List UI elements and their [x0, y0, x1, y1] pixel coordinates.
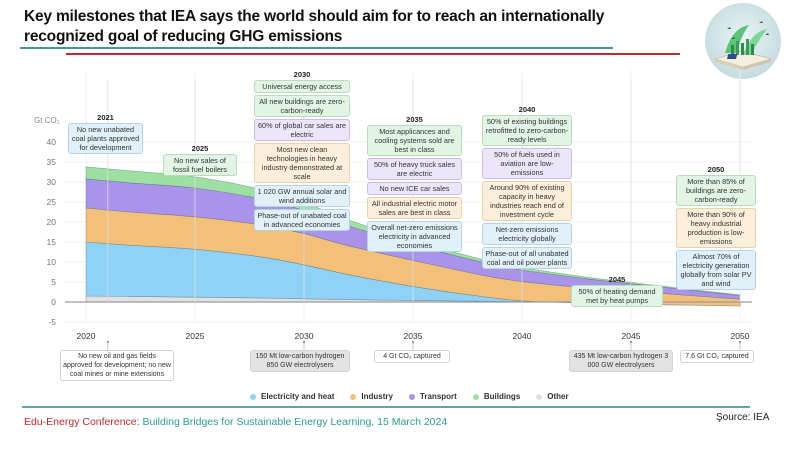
conference-logo — [705, 3, 781, 79]
x-tick-label: 2035 — [404, 331, 423, 341]
legend-swatch — [350, 393, 357, 400]
milestone-year: 2030 — [293, 70, 311, 79]
x-tick-label: 2030 — [295, 331, 314, 341]
legend-label: Transport — [419, 392, 457, 401]
milestone-2025: 2025 No new sales of fossil fuel boilers — [163, 144, 237, 178]
y-tick-label: 30 — [47, 177, 57, 187]
milestone-item: Most new clean technologies in heavy ind… — [254, 143, 350, 183]
milestone-item: No new unabated coal plants approved for… — [68, 123, 143, 154]
legend-item-buildings: Buildings — [472, 392, 521, 401]
legend-label: Buildings — [483, 392, 521, 401]
y-tick-label: 35 — [47, 157, 57, 167]
y-tick-label: 15 — [47, 237, 57, 247]
milestone-year: 2050 — [707, 165, 725, 174]
y-axis-label: Gt CO₂ — [34, 116, 60, 125]
x-tick-label: 2040 — [513, 331, 532, 341]
milestone-item: More than 85% of buildings are zero-carb… — [676, 175, 756, 206]
milestone-item: Most applicances and cooling systems sol… — [367, 125, 462, 156]
milestone-2021: 2021 No new unabated coal plants approved… — [68, 113, 143, 156]
milestone-item: All industrial electric motor sales are … — [367, 197, 462, 219]
bottom-milestone-2045: 435 Mt low-carbon hydrogen 3 000 GW elec… — [569, 350, 673, 372]
page-title: Key milestones that IEA says the world s… — [24, 8, 605, 45]
milestone-item: More than 90% of heavy industrial produc… — [676, 208, 756, 248]
bottom-milestone-2035: 4 Gt CO₂ captured — [374, 350, 450, 363]
milestone-item: Around 90% of existing capacity in heavy… — [482, 181, 572, 221]
y-tick-label: -5 — [48, 317, 56, 327]
milestone-item: 50% of heating demand met by heat pumps — [571, 285, 663, 307]
milestone-2035: 2035 Most applicances and cooling systems… — [367, 115, 462, 254]
milestone-item: 50% of existing buildings retrofitted to… — [482, 115, 572, 146]
title-underline-teal — [20, 47, 613, 49]
milestone-2040: 2040 50% of existing buildings retrofitte… — [482, 105, 572, 271]
footer-conference: Edu-Energy Conference: Building Bridges … — [24, 416, 447, 428]
x-tick-label: 2020 — [77, 331, 96, 341]
milestone-item: 50% of heavy truck sales are electric — [367, 158, 462, 180]
milestone-item: Phase-out of all unabated coal and oil p… — [482, 247, 572, 269]
milestone-item: Almost 70% of electricity generation glo… — [676, 250, 756, 290]
book-plant-icon — [713, 21, 773, 70]
milestone-item: 60% of global car sales are electric — [254, 119, 350, 141]
legend-swatch — [250, 393, 256, 400]
milestone-item: Universal energy access — [254, 80, 350, 93]
milestone-item: Net-zero emissions electricity globally — [482, 223, 572, 245]
legend-swatch — [408, 393, 415, 400]
milestone-year: 2045 — [608, 275, 626, 284]
milestone-item: 50% of fuels used in aviation are low-em… — [482, 148, 572, 179]
bottom-leader-dot — [738, 340, 742, 344]
legend-label: Industry — [361, 392, 393, 401]
bottom-milestone-2050: 7.6 Gt CO₂ captured — [680, 350, 754, 363]
milestone-item: Overall net-zero emissions electricity i… — [367, 221, 462, 252]
legend-swatch — [536, 393, 543, 400]
milestone-item: All new buildings are zero-carbon-ready — [254, 95, 350, 117]
legend-swatch — [472, 393, 479, 400]
conference-name: Edu-Energy Conference: — [24, 416, 140, 428]
bottom-leader-dot — [629, 340, 633, 344]
milestone-year: 2035 — [406, 115, 423, 124]
bottom-milestone-2021: No new oil and gas fields approved for d… — [60, 350, 174, 381]
y-tick-label: 25 — [47, 197, 57, 207]
y-tick-label: 5 — [51, 277, 56, 287]
milestone-item: 1 020 GW annual solar and wind additions — [254, 185, 350, 207]
x-tick-label: 2025 — [186, 331, 205, 341]
footer-divider — [22, 406, 750, 408]
x-tick-label: 2050 — [731, 331, 750, 341]
bottom-milestone-2030: 150 Mt low-carbon hydrogen 850 GW electr… — [250, 350, 350, 372]
milestone-2030: 2030 Universal energy access All new build… — [254, 70, 350, 233]
y-tick-label: 10 — [47, 257, 57, 267]
bottom-leader-dot — [302, 340, 306, 344]
milestone-item: No new sales of fossil fuel boilers — [163, 154, 237, 176]
source-credit: Şource: IEA — [716, 412, 770, 423]
milestone-2045: 2045 50% of heating demand met by heat pu… — [571, 275, 663, 309]
milestone-2050: 2050 More than 85% of buildings are zero-… — [676, 165, 756, 292]
milestone-year: 2040 — [518, 105, 536, 114]
conference-subtitle: Building Bridges for Sustainable Energy … — [139, 416, 448, 428]
legend-item-other: Other — [536, 392, 569, 401]
milestone-item: Phase-out of unabated coal in advanced e… — [254, 209, 350, 231]
bottom-leader-dot — [411, 340, 415, 344]
legend-label: Other — [547, 392, 569, 401]
legend-item-industry: Industry — [350, 392, 393, 401]
legend-item-electricity: Electricity and heat — [250, 392, 334, 401]
y-tick-label: 40 — [47, 137, 57, 147]
y-tick-label: 0 — [51, 297, 56, 307]
milestone-year: 2025 — [191, 144, 209, 153]
chart-legend: Electricity and heat Industry Transport Bui… — [250, 392, 569, 401]
x-tick-label: 2045 — [622, 331, 641, 341]
milestone-item: No new ICE car sales — [367, 182, 462, 195]
title-underline-red — [66, 53, 680, 55]
legend-item-transport: Transport — [408, 392, 457, 401]
y-tick-label: 20 — [47, 217, 57, 227]
bottom-leader-dot — [106, 340, 110, 344]
legend-label: Electricity and heat — [261, 392, 335, 401]
milestone-year: 2021 — [97, 113, 114, 122]
